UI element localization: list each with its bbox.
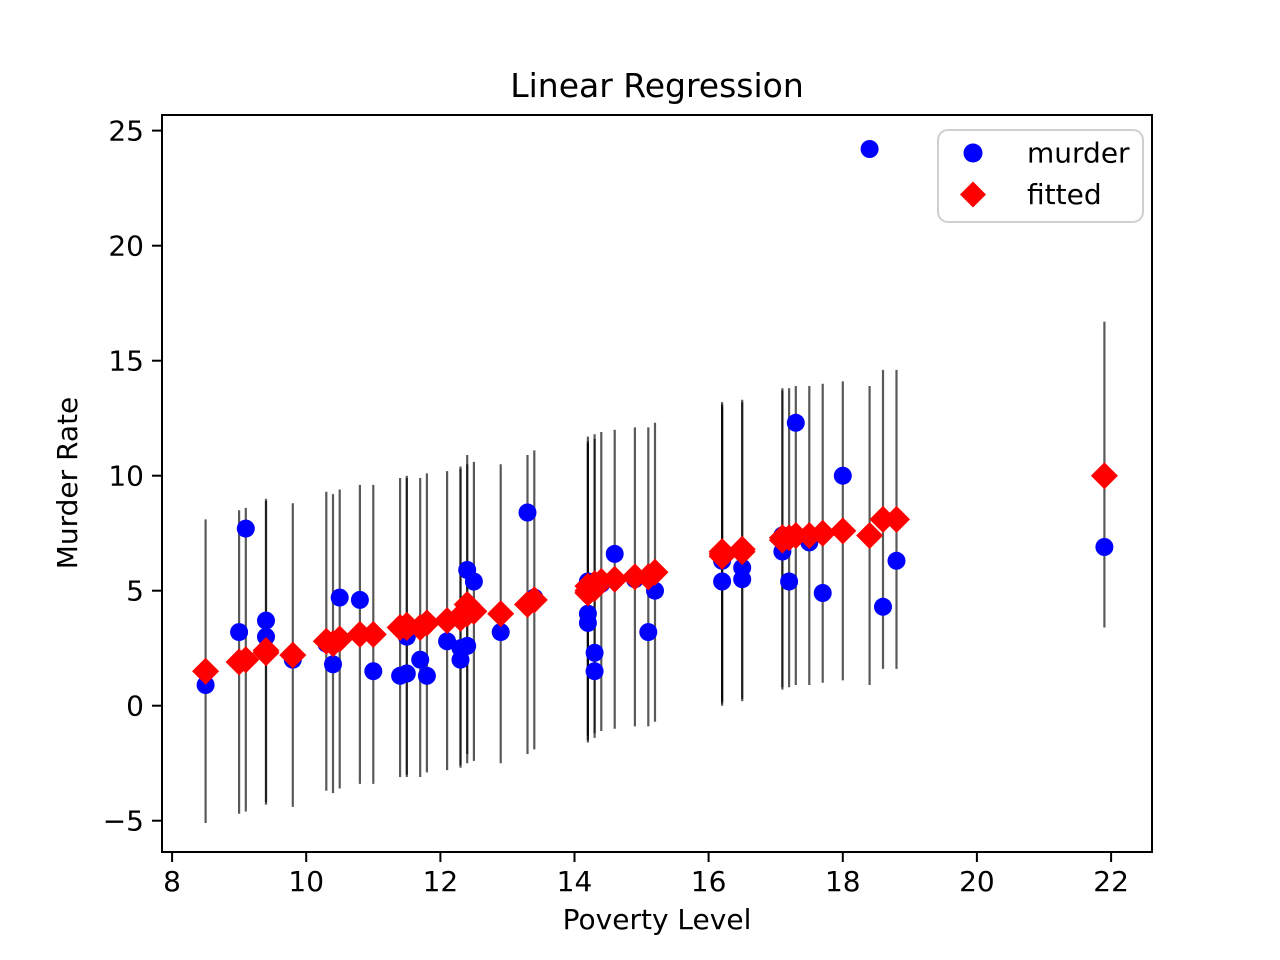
y-tick-label: −5: [103, 805, 144, 838]
murder-point: [605, 544, 624, 563]
murder-point: [780, 572, 799, 591]
x-tick-label: 12: [423, 865, 459, 898]
murder-point: [585, 643, 604, 662]
y-tick-label: 10: [108, 460, 144, 493]
legend: murder fitted: [937, 129, 1144, 223]
murder-point: [464, 572, 483, 591]
x-tick-label: 20: [959, 865, 995, 898]
murder-point: [639, 623, 658, 642]
murder-point: [364, 662, 383, 681]
fitted-point: [460, 597, 488, 625]
fitted-point: [1090, 462, 1118, 490]
x-tick-label: 22: [1093, 865, 1129, 898]
legend-box: [937, 129, 1144, 223]
murder-point: [887, 551, 906, 570]
y-axis-ticks: −5 0 5 10 15 20 25: [103, 115, 162, 838]
x-tick-label: 14: [557, 865, 593, 898]
murder-point: [874, 597, 892, 616]
murder-point: [1095, 538, 1114, 556]
fitted-point: [520, 586, 548, 614]
y-axis-label: Murder Rate: [51, 397, 84, 570]
fitted-point: [883, 505, 910, 533]
y-tick-label: 20: [108, 230, 144, 263]
murder-point: [813, 584, 832, 602]
x-tick-label: 10: [288, 865, 324, 898]
chart-title: Linear Regression: [510, 66, 804, 105]
legend-murder-marker-icon: [963, 143, 983, 163]
murder-point: [860, 140, 879, 158]
fitted-point: [413, 609, 441, 637]
y-tick-label: 25: [108, 115, 144, 148]
fitted-point: [279, 641, 307, 669]
murder-point: [458, 636, 477, 655]
murder-point: [438, 632, 457, 651]
fitted-point: [728, 535, 756, 563]
murder-point: [411, 650, 430, 669]
fitted-point: [232, 646, 260, 674]
legend-fitted-marker-icon: [960, 181, 986, 208]
y-tick-label: 0: [126, 690, 144, 723]
fitted-point: [641, 558, 669, 586]
x-tick-label: 16: [691, 865, 727, 898]
murder-point: [733, 558, 752, 577]
x-tick-label: 8: [163, 865, 181, 898]
murder-point: [350, 590, 369, 609]
murder-point: [518, 503, 537, 522]
plot-area: [162, 115, 1152, 852]
murder-point: [230, 623, 249, 642]
fitted-point: [359, 620, 387, 648]
fitted-point: [326, 625, 354, 653]
murder-point: [397, 664, 416, 683]
murder-point: [585, 662, 604, 681]
murder-point: [257, 611, 275, 630]
y-tick-label: 5: [126, 575, 144, 608]
murder-point: [196, 676, 215, 694]
fitted-scatter-series: [192, 462, 1118, 685]
fitted-point: [856, 522, 884, 549]
murder-point: [833, 466, 852, 485]
murder-point: [417, 666, 436, 685]
murder-point: [257, 627, 275, 646]
x-axis-ticks: 8 10 12 14 16 18 20 22: [163, 852, 1129, 898]
fitted-point: [601, 565, 629, 593]
fitted-point: [252, 637, 280, 664]
fitted-point: [192, 657, 220, 685]
legend-murder-label: murder: [1027, 137, 1130, 170]
murder-point: [236, 519, 255, 538]
plot-border: [161, 114, 1153, 853]
x-axis-label: Poverty Level: [563, 903, 752, 936]
murder-point: [786, 413, 805, 432]
fitted-point: [829, 517, 857, 545]
fitted-point: [487, 600, 515, 628]
x-tick-label: 18: [825, 865, 861, 898]
murder-point: [324, 655, 342, 674]
murder-point: [713, 572, 732, 591]
legend-fitted-label: fitted: [1027, 178, 1102, 211]
fitted-point: [708, 538, 736, 566]
murder-point: [578, 604, 597, 623]
y-tick-label: 15: [108, 345, 144, 378]
murder-point: [491, 623, 510, 642]
fitted-point: [809, 519, 837, 547]
murder-point: [330, 588, 349, 607]
